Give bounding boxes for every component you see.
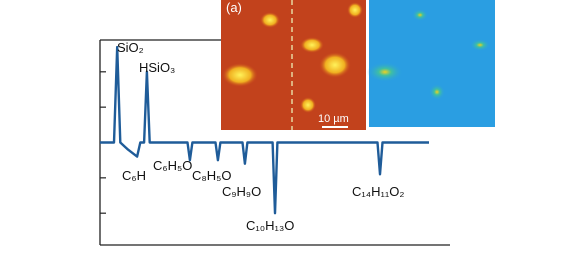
peak-label: C₁₀H₁₃O [246,218,294,233]
peak-label: C₈H₅O [192,168,232,183]
inset-images: (a) 10 µm [221,0,495,130]
peak-label: C₉H₉O [222,184,261,199]
particle [319,52,351,78]
particle [367,62,403,82]
particle [470,39,490,51]
peak-label: C₆H₅O [153,158,192,173]
peak-label: C₁₄H₁₁O₂ [352,184,404,199]
figure: SiO₂ HSiO₃ C₆H C₆H₅OC₈H₅OC₉H₉O C₁₀H₁₃O C₁₄H₁₁… [0,0,567,258]
particle [300,97,316,113]
particle [429,84,445,100]
particle [222,63,258,87]
peak-label: C₆H [122,168,146,183]
particle [412,9,428,21]
particle [260,12,280,28]
inset-label: (a) [226,0,242,15]
peak-label: HSiO₃ [139,60,175,75]
particle [300,37,324,53]
particle [347,2,363,18]
scale-bar-label: 10 µm [318,113,349,125]
peak-label: SiO₂ [117,40,144,55]
